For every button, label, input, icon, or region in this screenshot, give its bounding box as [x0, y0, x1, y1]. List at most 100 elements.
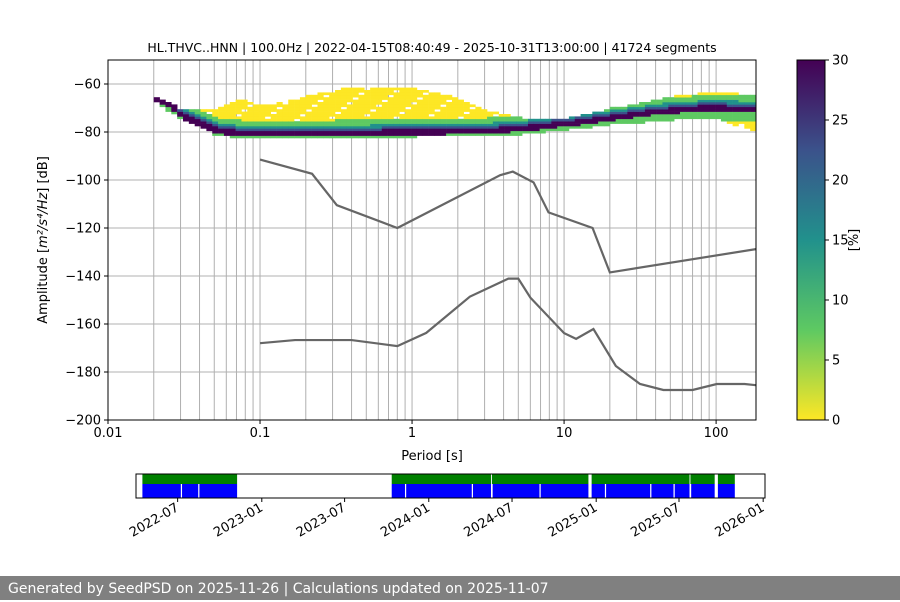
histogram-cell — [399, 102, 406, 105]
histogram-cell — [270, 106, 277, 110]
histogram-cell — [212, 116, 219, 120]
histogram-cell — [568, 118, 576, 122]
histogram-cell — [370, 126, 377, 129]
histogram-cell — [288, 109, 295, 112]
histogram-cell — [621, 109, 628, 112]
histogram-cell — [668, 111, 675, 115]
histogram-cell — [481, 121, 488, 124]
histogram-cell — [498, 114, 505, 117]
histogram-cell — [732, 109, 739, 112]
histogram-cell — [545, 118, 552, 122]
histogram-cell — [323, 102, 330, 105]
histogram-cell — [662, 111, 669, 115]
histogram-cell — [253, 133, 260, 136]
histogram-cell — [685, 102, 692, 105]
histogram-cell — [387, 97, 394, 100]
histogram-cell — [253, 111, 260, 115]
histogram-cell — [451, 102, 459, 105]
histogram-cell — [457, 99, 464, 103]
histogram-cell — [557, 128, 564, 132]
histogram-cell — [709, 102, 716, 105]
histogram-cell — [206, 114, 213, 117]
histogram-cell — [311, 111, 318, 115]
histogram-cell — [580, 116, 587, 120]
histogram-cell — [323, 126, 330, 129]
histogram-cell — [247, 126, 254, 129]
histogram-cell — [393, 133, 400, 136]
histogram-cell — [668, 109, 675, 112]
histogram-cell — [387, 109, 394, 112]
histogram-cell — [411, 123, 418, 127]
histogram-cell — [492, 116, 500, 120]
histogram-cell — [691, 102, 698, 105]
histogram-cell — [364, 94, 371, 98]
histogram-cell — [375, 87, 383, 91]
histogram-cell — [469, 114, 476, 117]
histogram-cell — [288, 123, 295, 127]
histogram-cell — [259, 114, 266, 117]
histogram-cell — [656, 116, 663, 120]
histogram-cell — [253, 126, 260, 129]
histogram-cell — [457, 118, 464, 122]
histogram-cell — [393, 97, 400, 100]
histogram-cell — [276, 118, 283, 122]
histogram-cell — [516, 126, 523, 129]
histogram-cell — [375, 97, 383, 100]
histogram-cell — [732, 118, 739, 122]
histogram-cell — [750, 114, 756, 117]
histogram-cell — [551, 126, 558, 129]
histogram-cell — [311, 123, 318, 127]
histogram-cell — [680, 97, 687, 100]
histogram-cell — [393, 130, 400, 134]
histogram-cell — [422, 123, 429, 127]
histogram-cell — [247, 116, 254, 120]
histogram-cell — [375, 94, 383, 98]
histogram-cell — [440, 97, 447, 100]
histogram-cell — [294, 114, 301, 117]
histogram-cell — [364, 99, 371, 103]
histogram-cell — [732, 102, 739, 105]
histogram-cell — [592, 111, 599, 115]
histogram-cell — [498, 130, 505, 134]
histogram-cell — [639, 121, 646, 124]
histogram-cell — [305, 116, 312, 120]
histogram-cell — [270, 114, 277, 117]
histogram-cell — [457, 111, 464, 115]
histogram-cell — [282, 128, 289, 132]
histogram-cell — [685, 94, 692, 98]
histogram-cell — [299, 135, 307, 139]
histogram-cell — [428, 94, 435, 98]
histogram-cell — [264, 128, 272, 132]
timeline-tick-label: 2025-07 — [628, 500, 683, 540]
histogram-cell — [264, 114, 272, 117]
histogram-cell — [750, 116, 756, 120]
histogram-cell — [335, 116, 342, 120]
histogram-cell — [720, 114, 728, 117]
histogram-cell — [738, 121, 745, 124]
histogram-cell — [703, 114, 710, 117]
histogram-cell — [457, 126, 464, 129]
histogram-cell — [434, 106, 441, 110]
histogram-cell — [294, 121, 301, 124]
coverage-gap — [198, 484, 200, 498]
histogram-cell — [703, 104, 710, 108]
histogram-cell — [282, 126, 289, 129]
histogram-cell — [615, 106, 622, 110]
histogram-cell — [475, 106, 482, 110]
colorbar-tick-label: 30 — [832, 54, 849, 69]
histogram-cell — [446, 109, 453, 112]
histogram-cell — [405, 130, 412, 134]
histogram-cell — [218, 130, 225, 134]
histogram-cell — [451, 126, 459, 129]
histogram-cell — [399, 126, 406, 129]
histogram-cell — [592, 121, 599, 124]
noise-model-nhnm — [259, 158, 756, 274]
histogram-cell — [621, 114, 628, 117]
histogram-cell — [644, 114, 652, 117]
histogram-cell — [422, 111, 429, 115]
histogram-cell — [668, 99, 675, 103]
histogram-cell — [335, 114, 342, 117]
histogram-cell — [557, 118, 564, 122]
histogram-cell — [738, 116, 745, 120]
histogram-cell — [586, 116, 593, 120]
